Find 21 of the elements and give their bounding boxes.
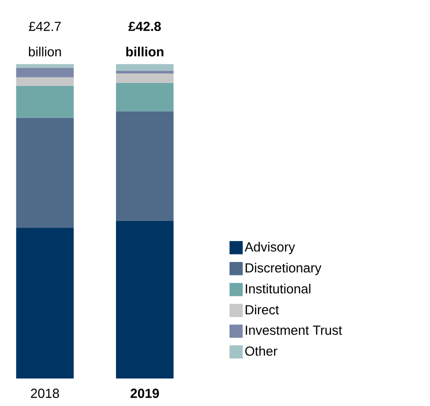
legend-label: Investment Trust	[246, 326, 342, 335]
bar	[116, 111, 174, 222]
legend-label: Direct	[246, 304, 279, 314]
legend-label: Discretionary	[246, 262, 322, 276]
bar	[116, 64, 174, 71]
bar	[16, 86, 74, 118]
x-tick-label: 2018	[30, 388, 60, 398]
bar	[16, 68, 74, 78]
bar	[16, 77, 74, 86]
x-tick-label: 2019	[130, 388, 159, 398]
bar	[16, 118, 74, 228]
text: £42.8 billion	[126, 22, 164, 57]
bar	[116, 83, 174, 112]
legend-label: Advisory	[244, 242, 296, 254]
bar	[16, 64, 74, 68]
legend-label: Institutional	[246, 284, 310, 294]
bar	[116, 221, 174, 379]
bar	[16, 228, 74, 379]
bar	[116, 74, 174, 84]
legend-label: Other	[245, 346, 278, 356]
text: £42.7 billion	[28, 22, 61, 57]
